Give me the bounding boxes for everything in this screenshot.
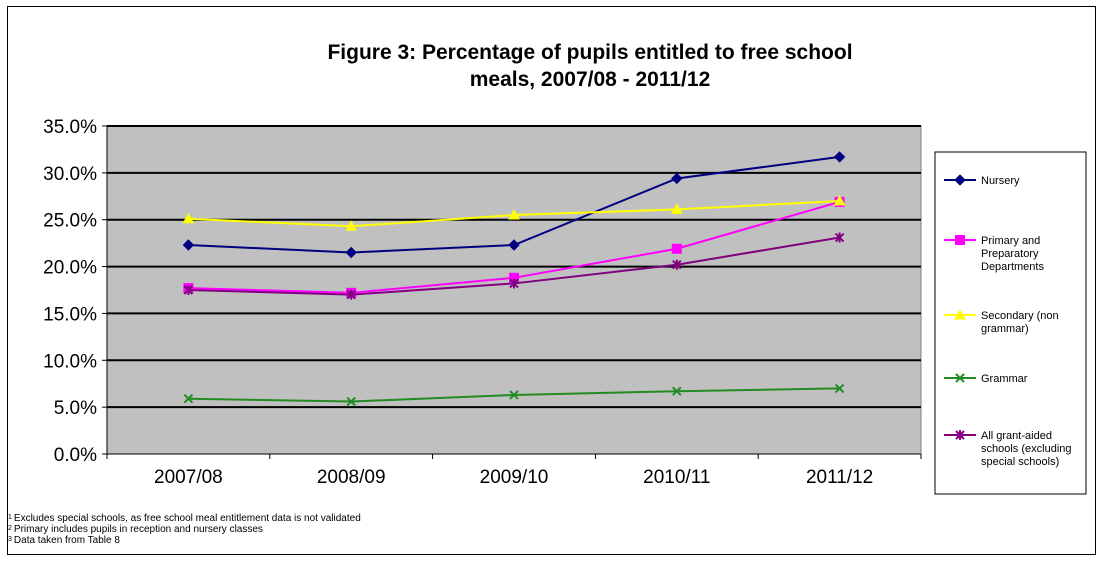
legend-label: schools (excluding — [981, 443, 1072, 455]
footnote-2-text: Primary includes pupils in reception and… — [13, 524, 263, 535]
y-axis: 0.0% 5.0% 10.0% 15.0% 20.0% 25.0% 30.0% 35.0% — [43, 117, 108, 466]
legend: Nursery Primary andPreparatoryDepartments… — [934, 151, 1087, 495]
chart-title-line-1: Figure 3: Percentage of pupils entitled … — [327, 41, 852, 64]
data-point — [183, 394, 194, 404]
footnote-2-mark: 2 — [8, 525, 12, 532]
chart-title: Figure 3: Percentage of pupils entitled … — [327, 41, 852, 91]
legend-label: Departments — [981, 261, 1044, 273]
y-tick-label: 20.0% — [43, 258, 97, 279]
legend-marker — [955, 235, 965, 245]
chart-title-line-2: meals, 2007/08 - 2011/12 — [470, 68, 711, 91]
data-point — [671, 243, 682, 254]
data-point — [345, 246, 357, 259]
legend-label: Primary and — [981, 235, 1040, 247]
series-3 — [182, 194, 846, 231]
footnote-1-text: Excludes special schools, as free school… — [13, 513, 361, 524]
x-axis: 2007/08 2008/09 2009/10 2010/11 2011/12 — [106, 453, 922, 488]
legend-entry-1: Nursery — [944, 174, 1020, 187]
footnote-3-mark: 3 — [8, 536, 12, 543]
footnote-1: 1 Excludes special schools, as free schoo… — [8, 513, 361, 524]
data-point — [346, 396, 356, 407]
gridlines — [107, 125, 921, 409]
footnote-3: 3 Data taken from Table 8 — [8, 535, 361, 546]
data-point — [183, 285, 194, 295]
legend-label: Grammar — [981, 373, 1028, 385]
data-point — [670, 203, 683, 214]
x-tick-label: 2007/08 — [154, 467, 223, 488]
data-point — [672, 259, 682, 270]
footnote-3-text: Data taken from Table 8 — [13, 535, 120, 546]
data-point — [671, 172, 683, 185]
data-point — [833, 194, 846, 206]
y-tick-label: 15.0% — [43, 304, 97, 325]
y-tick-label: 10.0% — [43, 351, 97, 372]
x-tick-label: 2011/12 — [806, 467, 873, 488]
y-tick-label: 5.0% — [54, 398, 97, 419]
legend-label: Nursery — [981, 175, 1020, 187]
x-tick-label: 2008/09 — [317, 467, 386, 488]
data-point — [508, 239, 520, 251]
data-point — [834, 232, 845, 243]
data-point — [182, 239, 195, 251]
y-tick-label: 30.0% — [43, 164, 97, 185]
footnote-1-mark: 1 — [8, 514, 12, 521]
x-tick-label: 2010/11 — [643, 467, 710, 488]
data-point — [833, 151, 846, 163]
x-tick-label: 2009/10 — [480, 467, 549, 488]
data-point — [182, 212, 195, 224]
series-5 — [183, 232, 845, 300]
legend-label: Secondary (non — [981, 310, 1059, 322]
series-1 — [182, 151, 846, 259]
data-point — [509, 278, 519, 289]
legend-label: All grant-aided — [981, 430, 1052, 442]
legend-label: Preparatory — [981, 248, 1039, 260]
legend-label: grammar) — [981, 323, 1029, 335]
legend-marker — [954, 174, 966, 186]
legend-marker — [954, 308, 966, 320]
series-4 — [183, 383, 845, 407]
y-tick-label: 25.0% — [43, 211, 97, 232]
legend-marker — [955, 430, 965, 440]
legend-marker — [955, 373, 965, 383]
data-point — [508, 208, 520, 220]
legend-label: special schools) — [981, 456, 1059, 468]
y-tick-label: 35.0% — [43, 117, 97, 138]
y-tick-label: 0.0% — [54, 445, 97, 466]
footnote-2: 2 Primary includes pupils in reception an… — [8, 524, 361, 535]
data-point — [346, 289, 356, 300]
data-point — [509, 390, 519, 400]
legend-entry-4: Grammar — [944, 373, 1028, 385]
series-lines — [182, 151, 846, 407]
footnotes: 1 Excludes special schools, as free schoo… — [8, 513, 361, 546]
data-point — [672, 386, 682, 396]
data-point — [834, 383, 845, 394]
data-point — [345, 220, 358, 231]
